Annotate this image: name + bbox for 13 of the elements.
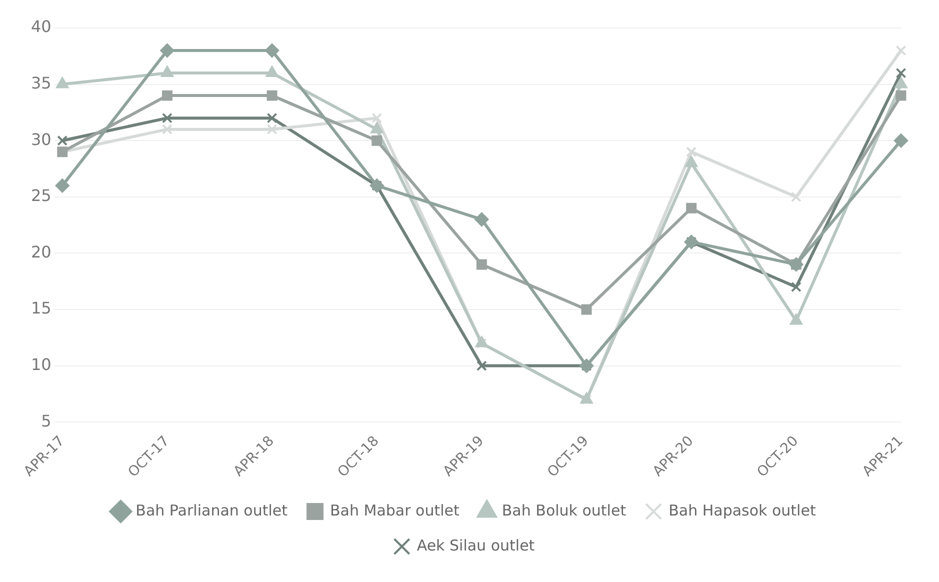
y-tick-label: 30 bbox=[31, 130, 52, 149]
y-tick-label: 10 bbox=[31, 354, 52, 374]
legend-label: Bah Hapasok outlet bbox=[668, 501, 816, 520]
y-tick-label: 35 bbox=[31, 73, 52, 92]
y-tick-label: 15 bbox=[31, 298, 52, 318]
legend-label: Aek Silau outlet bbox=[416, 536, 535, 554]
legend-label: Bah Mabar outlet bbox=[330, 501, 460, 520]
y-tick-label: 40 bbox=[31, 17, 52, 36]
y-tick-label: 5 bbox=[41, 411, 52, 430]
y-tick-label: 25 bbox=[31, 186, 52, 206]
legend-label: Bah Parlianan outlet bbox=[136, 501, 288, 520]
legend-label: Bah Boluk outlet bbox=[502, 501, 626, 520]
y-tick-label: 20 bbox=[31, 242, 52, 262]
